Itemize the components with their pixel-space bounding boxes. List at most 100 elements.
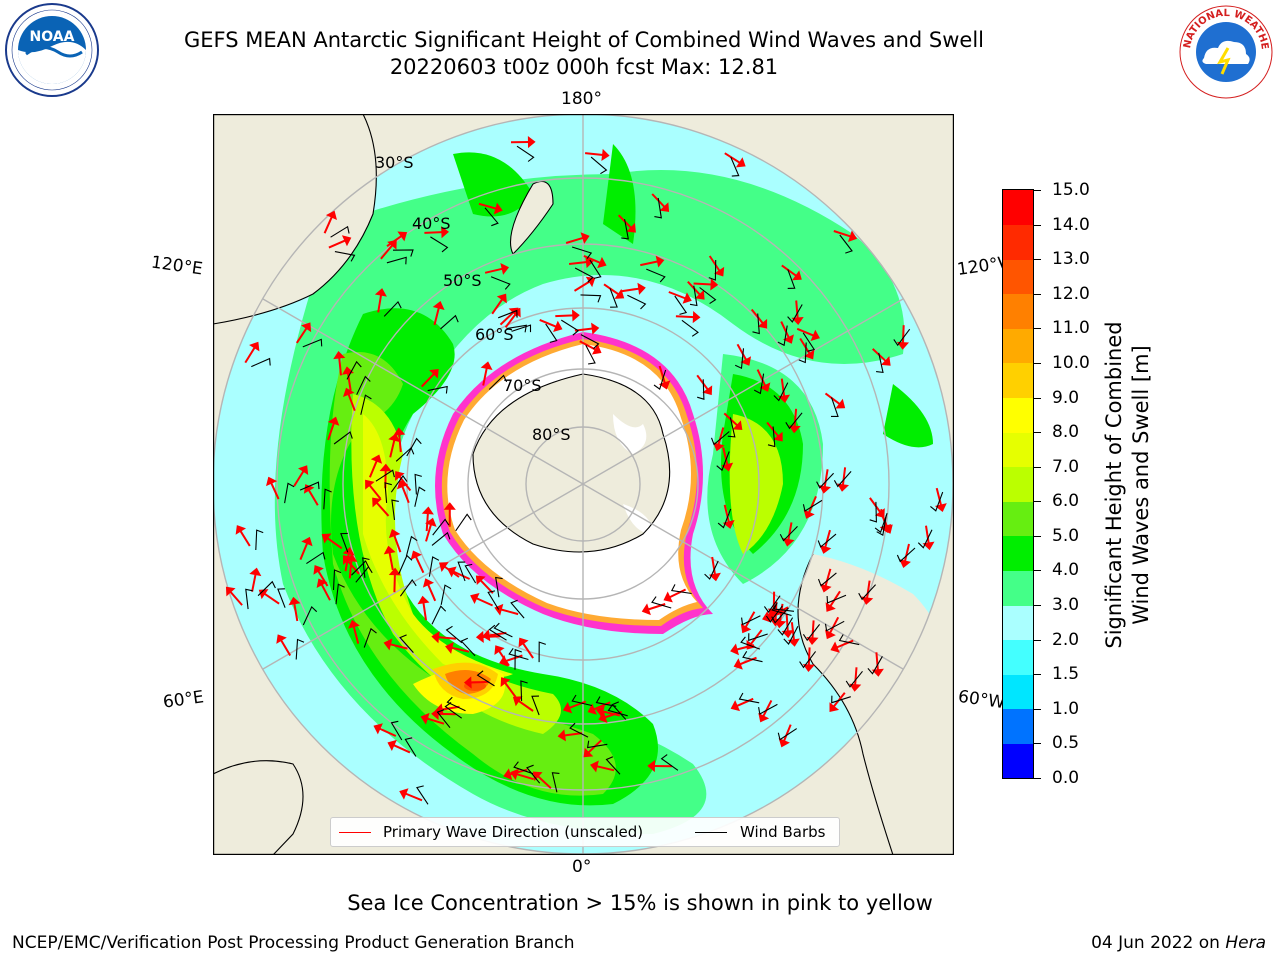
wave-direction-arrow <box>869 497 882 514</box>
wave-direction-arrow <box>782 724 792 742</box>
wind-barb <box>245 588 253 610</box>
wind-barb <box>651 596 672 609</box>
wave-direction-arrowhead <box>496 293 507 304</box>
wave-direction-arrow <box>270 482 280 500</box>
wind-barb <box>830 397 839 417</box>
polar-wave-map: 30°S 40°S 50°S 60°S 70°S 80°S <box>213 114 954 855</box>
wave-direction-arrow <box>756 369 767 387</box>
wave-direction-arrow <box>925 525 930 544</box>
wave-direction-arrow <box>564 732 583 737</box>
wave-direction-arrowhead <box>819 544 832 554</box>
wave-direction-arrowhead <box>365 479 375 490</box>
wave-direction-arrowhead <box>583 747 594 758</box>
wind-barb <box>561 319 580 336</box>
wind-barb <box>589 259 602 279</box>
wind-barb <box>488 374 508 390</box>
lon-label-60e: 60°E <box>161 687 206 713</box>
wave-direction-arrowhead <box>735 157 746 168</box>
wave-direction-arrowhead <box>396 479 409 490</box>
map-legend: Primary Wave Direction (unscaled) Wind B… <box>330 817 840 847</box>
wind-barb <box>431 605 447 625</box>
lat-label-70s: 70°S <box>503 376 542 395</box>
wind-barb <box>771 603 792 617</box>
wave-direction-arrow <box>696 374 709 391</box>
colorbar-segment <box>1003 362 1033 399</box>
wave-direction-arrowhead <box>810 329 820 341</box>
wave-direction-arrowhead <box>880 356 891 366</box>
wind-barb <box>431 531 451 546</box>
wind-barb <box>510 599 525 619</box>
wave-direction-arrowhead <box>388 567 401 576</box>
wind-barb <box>654 197 662 219</box>
wave-direction-arrowhead <box>463 676 472 689</box>
colorbar-tick-label: 9.0 <box>1052 387 1080 408</box>
wave-direction-arrow <box>824 568 832 587</box>
wind-barb <box>758 703 778 715</box>
wave-direction-arrowhead <box>422 578 435 588</box>
wave-direction-arrow <box>675 315 694 319</box>
wave-direction-arrowhead <box>431 707 439 720</box>
wave-direction-arrowhead <box>557 729 566 742</box>
colorbar-tick-label: 14.0 <box>1052 214 1090 235</box>
wave-direction-arrowhead <box>510 768 520 781</box>
wave-direction-arrow <box>368 460 378 478</box>
colorbar-tick-label: 8.0 <box>1052 422 1080 443</box>
wind-barb <box>383 300 402 317</box>
wave-direction-arrow <box>829 616 840 634</box>
wave-direction-arrow <box>346 559 360 575</box>
wave-direction-arrow <box>811 620 815 639</box>
wind-barb <box>306 551 326 565</box>
wave-direction-arrowhead <box>655 255 665 268</box>
colorbar-tick-label: 11.0 <box>1052 318 1090 339</box>
wave-direction-arrow <box>244 346 256 364</box>
wave-direction-arrow <box>640 260 659 267</box>
wave-direction-arrowhead <box>387 239 397 250</box>
wave-direction-arrow <box>389 439 396 458</box>
wave-direction-arrow <box>901 325 905 344</box>
wind-barb <box>611 701 627 720</box>
wind-barb <box>375 469 395 482</box>
wave-direction-arrow <box>504 681 517 698</box>
wave-direction-arrow <box>479 579 494 594</box>
wave-direction-arrow <box>498 650 510 667</box>
wave-direction-arrow <box>621 287 640 293</box>
colorbar-segment <box>1003 674 1033 710</box>
colorbar-segment <box>1003 190 1033 226</box>
wave-direction-arrowhead <box>480 361 493 370</box>
wind-barb <box>876 352 884 374</box>
wave-direction-arrowhead <box>836 483 850 492</box>
wind-barb <box>444 702 463 719</box>
wave-direction-arrowhead <box>881 524 893 534</box>
wind-barb <box>763 595 781 614</box>
wave-direction-arrowhead <box>327 416 340 426</box>
wave-direction-arrowhead <box>372 497 382 508</box>
wave-direction-arrowhead <box>532 771 543 782</box>
wave-direction-arrowhead <box>722 520 735 529</box>
wind-barb <box>802 499 823 512</box>
wave-direction-arrow <box>317 570 329 587</box>
wave-direction-arrowhead <box>580 232 590 244</box>
wave-direction-arrow <box>293 603 299 622</box>
wind-barb <box>748 633 768 642</box>
wind-barb <box>802 624 821 642</box>
colorbar-segment <box>1003 605 1033 641</box>
wind-barb <box>730 156 740 177</box>
wind-barb <box>428 556 440 577</box>
wave-direction-arrowhead <box>393 427 406 436</box>
wave-direction-arrow <box>326 537 343 550</box>
wind-barb <box>330 225 350 238</box>
wave-direction-arrowhead <box>585 256 594 269</box>
wind-barb <box>398 554 413 575</box>
credit-line: NCEP/EMC/Verification Post Processing Pr… <box>12 933 575 953</box>
wind-barb <box>741 615 761 626</box>
wave-direction-arrow <box>433 307 440 326</box>
wave-direction-arrow <box>404 792 423 802</box>
colorbar-segment <box>1003 259 1033 295</box>
wind-barb <box>392 249 414 257</box>
sea-ice-note: Sea Ice Concentration > 15% is shown in … <box>347 891 933 915</box>
wind-barb <box>295 638 305 660</box>
wave-direction-arrow <box>875 652 879 671</box>
wind-barb <box>838 634 860 646</box>
wave-direction-arrowhead <box>585 276 596 288</box>
wave-direction-arrowhead <box>420 712 430 725</box>
